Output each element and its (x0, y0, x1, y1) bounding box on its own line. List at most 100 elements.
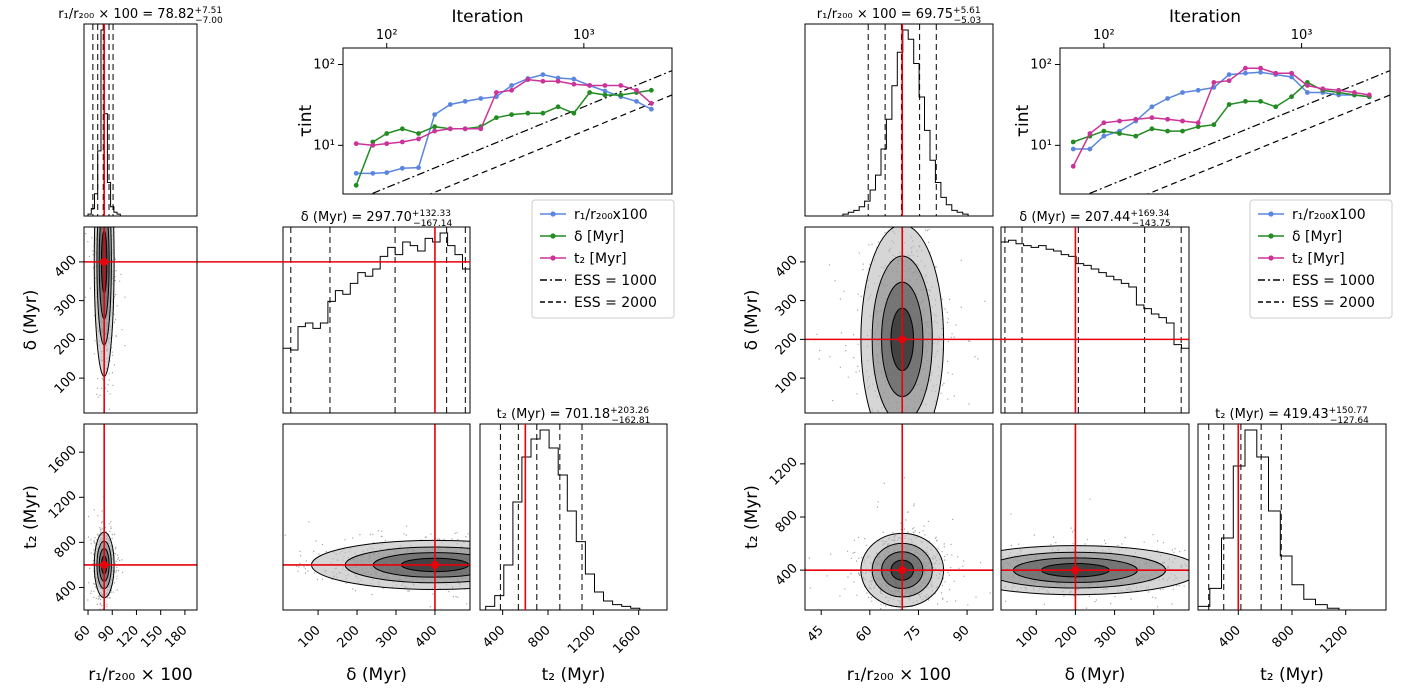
tau-point (1101, 133, 1107, 139)
tau-y-tick-label: 10² (1030, 57, 1052, 72)
tau-point (1165, 128, 1170, 134)
tau-lines (353, 70, 672, 194)
y-tick-label: 800 (52, 533, 80, 561)
tau-point (370, 142, 376, 148)
tau-point (384, 131, 390, 136)
hist-bars-step (282, 232, 471, 413)
tau-point (1289, 74, 1294, 80)
legend-item: t₂ [Myr] (1258, 251, 1345, 267)
tau-point (353, 182, 359, 188)
tau-point (1273, 104, 1279, 110)
panel-title-sup: +5.61 (953, 6, 981, 16)
legend-label: t₂ [Myr] (574, 251, 627, 267)
density (84, 495, 124, 610)
tau-point (1289, 94, 1294, 100)
tau-point (602, 88, 608, 94)
tau-point (1133, 116, 1139, 122)
tau-point (1087, 131, 1093, 136)
tau-point (1101, 120, 1107, 126)
tau-point (1243, 98, 1248, 104)
x-tick-label: 400 (480, 623, 508, 651)
tau-point (1211, 122, 1217, 128)
tau-point (571, 76, 577, 82)
tau-point (462, 126, 468, 132)
tau-point (525, 110, 531, 116)
tau-point (1180, 90, 1185, 95)
tau-series-2 (1072, 67, 1370, 167)
x-tick-label: 1600 (610, 623, 644, 657)
tau-point (648, 101, 654, 106)
tau-point (1133, 133, 1139, 139)
tau-point (1195, 124, 1201, 130)
tau-panel: 10² 10³ 10¹ 10² Iteration τint (1013, 7, 1391, 195)
x-tick-label: 400 (412, 623, 440, 651)
corner-plot-2: r₁/r₂₀₀ × 100 = 69.75+5.61 −5.03 δ (Myr) =… (742, 6, 1393, 685)
histogram-delta: δ (Myr) = 297.70+132.33 −167.14 (282, 209, 471, 414)
truth-point (898, 566, 907, 575)
panel-title-sub: −5.03 (954, 16, 982, 26)
scatter-r1-delta (83, 226, 470, 414)
panel-title-main: δ (Myr) = 207.44 (1019, 210, 1130, 225)
tau-point (1070, 139, 1076, 145)
legend-marker (550, 233, 556, 239)
tau-point (1273, 70, 1279, 76)
x-axis-label: r₁/r₂₀₀ × 100 (88, 665, 192, 685)
truth-point (898, 335, 907, 344)
panel-title-sub: −162.81 (611, 416, 650, 426)
tau-point (432, 124, 438, 130)
tau-point (1352, 90, 1357, 95)
x-tick-label: 100 (296, 623, 324, 651)
hist-bars-step (1000, 239, 1190, 413)
tau-point (634, 87, 639, 93)
tau-point (571, 110, 577, 116)
scatter-r1-t2 (83, 423, 198, 611)
tau-point (618, 92, 624, 98)
panel-title-main: δ (Myr) = 297.70 (301, 210, 412, 225)
x-tick-label: 200 (1053, 623, 1081, 651)
hist-frame (282, 226, 471, 414)
panel-title-sup: +150.77 (1329, 406, 1368, 416)
tau-point (432, 128, 438, 134)
x-tick-label: 150 (138, 623, 166, 651)
panel-title-sub: −127.64 (1330, 416, 1369, 426)
tau-point (416, 131, 421, 136)
tau-point (1087, 146, 1093, 152)
x-tick-label: 800 (1269, 623, 1297, 651)
corner-plot-1: r₁/r₂₀₀ × 100 = 78.82+7.51 −7.00 δ (Myr) =… (21, 6, 675, 685)
tau-point (447, 126, 453, 132)
ess-line (1086, 70, 1390, 194)
tau-point (602, 83, 608, 88)
histogram-delta: δ (Myr) = 207.44+169.34 −143.75 (1000, 209, 1190, 414)
panel-title-sup: +7.51 (195, 6, 223, 16)
tau-ylabel: τint (296, 104, 316, 137)
tau-point (370, 139, 376, 145)
tau-point (1336, 87, 1342, 93)
tau-point (1211, 80, 1217, 85)
x-tick-label: 120 (114, 623, 142, 651)
y-tick-label: 400 (773, 561, 801, 589)
legend-item: ESS = 2000 (1258, 295, 1375, 311)
tau-point (1258, 98, 1263, 104)
x-tick-label: 75 (902, 623, 924, 645)
tau-y-tick-label: 10¹ (313, 138, 335, 153)
tau-point (478, 96, 484, 101)
tau-point (1195, 120, 1201, 126)
histogram-r1: r₁/r₂₀₀ × 100 = 78.82+7.51 −7.00 (58, 6, 223, 217)
tau-point (416, 165, 421, 171)
legend-box (1249, 199, 1393, 319)
scatter-delta-t2 (1000, 423, 1190, 611)
y-tick-label: 1600 (46, 443, 80, 477)
tau-point (1320, 86, 1326, 92)
legend-label: r₁/r₂₀₀x100 (574, 207, 648, 223)
tau-panel: 10² 10³ 10¹ 10² Iteration τint (296, 7, 673, 195)
tau-series-2 (356, 78, 652, 147)
legend-item: r₁/r₂₀₀x100 (540, 207, 648, 223)
tau-point (1149, 104, 1155, 110)
hist-frame (804, 23, 994, 217)
tau-point (1195, 87, 1201, 93)
tau-point (384, 141, 390, 147)
legend-marker (1268, 211, 1274, 217)
tau-point (602, 92, 608, 98)
x-tick-label: 200 (335, 623, 363, 651)
panel-title: r₁/r₂₀₀ × 100 = 69.75+5.61 −5.03 (817, 6, 981, 26)
